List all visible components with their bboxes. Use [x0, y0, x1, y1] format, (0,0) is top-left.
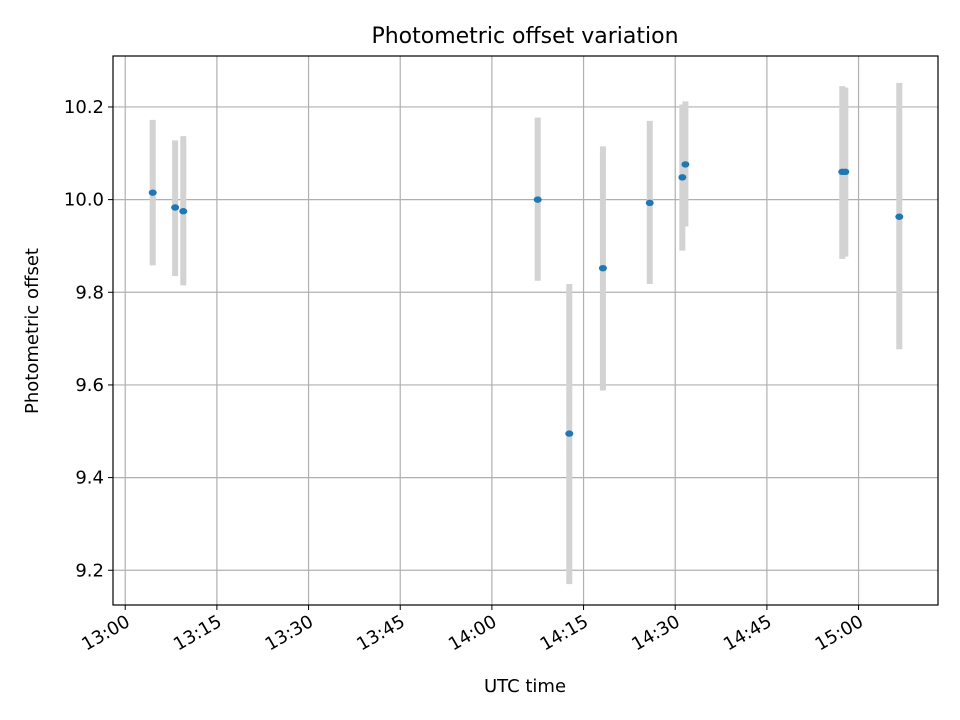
plot-frame [112, 55, 939, 606]
y-axis-ticks: 9.2 9.4 9.6 9.8 10.0 10.2 [64, 97, 113, 581]
data-point [171, 204, 180, 211]
y-tick-label: 9.4 [75, 468, 104, 489]
y-tick-label: 9.8 [75, 282, 104, 303]
y-tick-label: 9.6 [75, 375, 104, 396]
data-point [533, 196, 542, 203]
x-axis-label: UTC time [484, 676, 566, 697]
data-point [598, 264, 607, 272]
chart-title: Photometric offset variation [371, 24, 678, 49]
grid [113, 56, 938, 605]
data-point [681, 161, 690, 168]
data-point [678, 174, 687, 181]
data-point [179, 208, 188, 215]
data-point [645, 199, 654, 207]
y-tick-label: 9.2 [75, 560, 104, 581]
data-point [565, 430, 574, 437]
data-point [841, 168, 850, 176]
y-tick-label: 10.2 [64, 97, 104, 118]
data-point [148, 189, 157, 196]
y-axis-label: Photometric offset [22, 248, 43, 414]
y-tick-label: 10.0 [64, 190, 104, 211]
data-points [148, 161, 904, 437]
data-point [895, 213, 904, 220]
